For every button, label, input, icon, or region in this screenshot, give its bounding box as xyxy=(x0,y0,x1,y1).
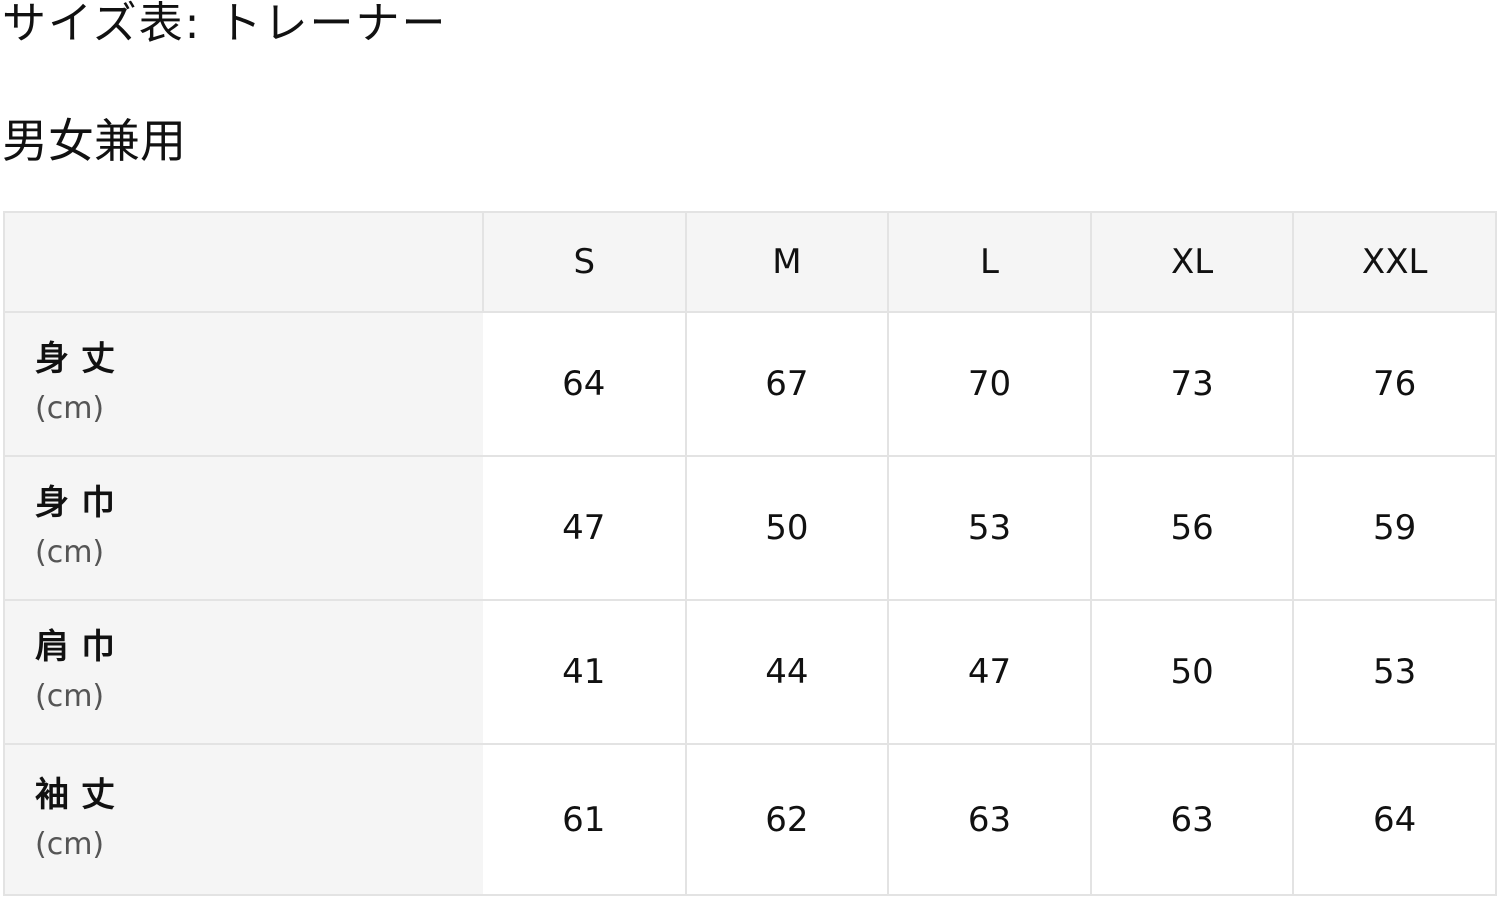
table-cell: 59 xyxy=(1292,455,1497,601)
size-table: S M L XL XXL 身丈 (cm) 64 67 70 73 76 身巾 (cm) 47… xyxy=(3,211,1497,896)
row-header: 身丈 (cm) xyxy=(3,311,483,457)
column-header-xl: XL xyxy=(1089,211,1295,313)
page-subtitle: 男女兼用 xyxy=(2,114,186,168)
row-label: 袖丈 xyxy=(35,774,127,815)
table-cell: 44 xyxy=(684,599,890,745)
row-header: 身巾 (cm) xyxy=(3,455,483,601)
table-cell: 41 xyxy=(483,599,687,745)
column-header-l: L xyxy=(887,211,1092,313)
table-cell: 64 xyxy=(1292,743,1497,896)
column-header-xxl: XXL xyxy=(1292,211,1497,313)
table-cell: 47 xyxy=(483,455,687,601)
row-label: 身巾 xyxy=(35,483,127,523)
row-unit: (cm) xyxy=(35,391,105,426)
table-cell: 50 xyxy=(1089,599,1295,745)
table-row: 身巾 (cm) 47 50 53 56 59 xyxy=(3,455,1497,601)
header-row: S M L XL XXL xyxy=(3,211,1497,313)
table-cell: 61 xyxy=(483,743,687,896)
table-cell: 63 xyxy=(1089,743,1295,896)
row-unit: (cm) xyxy=(35,826,105,862)
column-header-empty xyxy=(3,211,484,313)
table-cell: 56 xyxy=(1089,455,1295,601)
column-header-m: M xyxy=(684,211,890,313)
row-label: 身丈 xyxy=(35,339,127,379)
table-cell: 64 xyxy=(483,311,687,457)
page-title: サイズ表: トレーナー xyxy=(2,0,448,49)
table-cell: 62 xyxy=(684,743,890,896)
table-cell: 70 xyxy=(887,311,1092,457)
table-cell: 53 xyxy=(1292,599,1497,745)
table-cell: 63 xyxy=(887,743,1092,896)
row-unit: (cm) xyxy=(35,535,105,570)
table-row: 身丈 (cm) 64 67 70 73 76 xyxy=(3,311,1497,457)
table-cell: 50 xyxy=(684,455,890,601)
column-header-s: S xyxy=(482,211,687,313)
table-cell: 47 xyxy=(887,599,1092,745)
table-row: 袖丈 (cm) 61 62 63 63 64 xyxy=(3,743,1497,896)
table-cell: 76 xyxy=(1292,311,1497,457)
table-cell: 67 xyxy=(684,311,890,457)
row-label: 肩巾 xyxy=(35,627,127,667)
table-cell: 73 xyxy=(1089,311,1295,457)
table-row: 肩巾 (cm) 41 44 47 50 53 xyxy=(3,599,1497,745)
table-cell: 53 xyxy=(887,455,1092,601)
row-header: 肩巾 (cm) xyxy=(3,599,483,745)
row-header: 袖丈 (cm) xyxy=(3,743,483,896)
row-unit: (cm) xyxy=(35,679,105,714)
